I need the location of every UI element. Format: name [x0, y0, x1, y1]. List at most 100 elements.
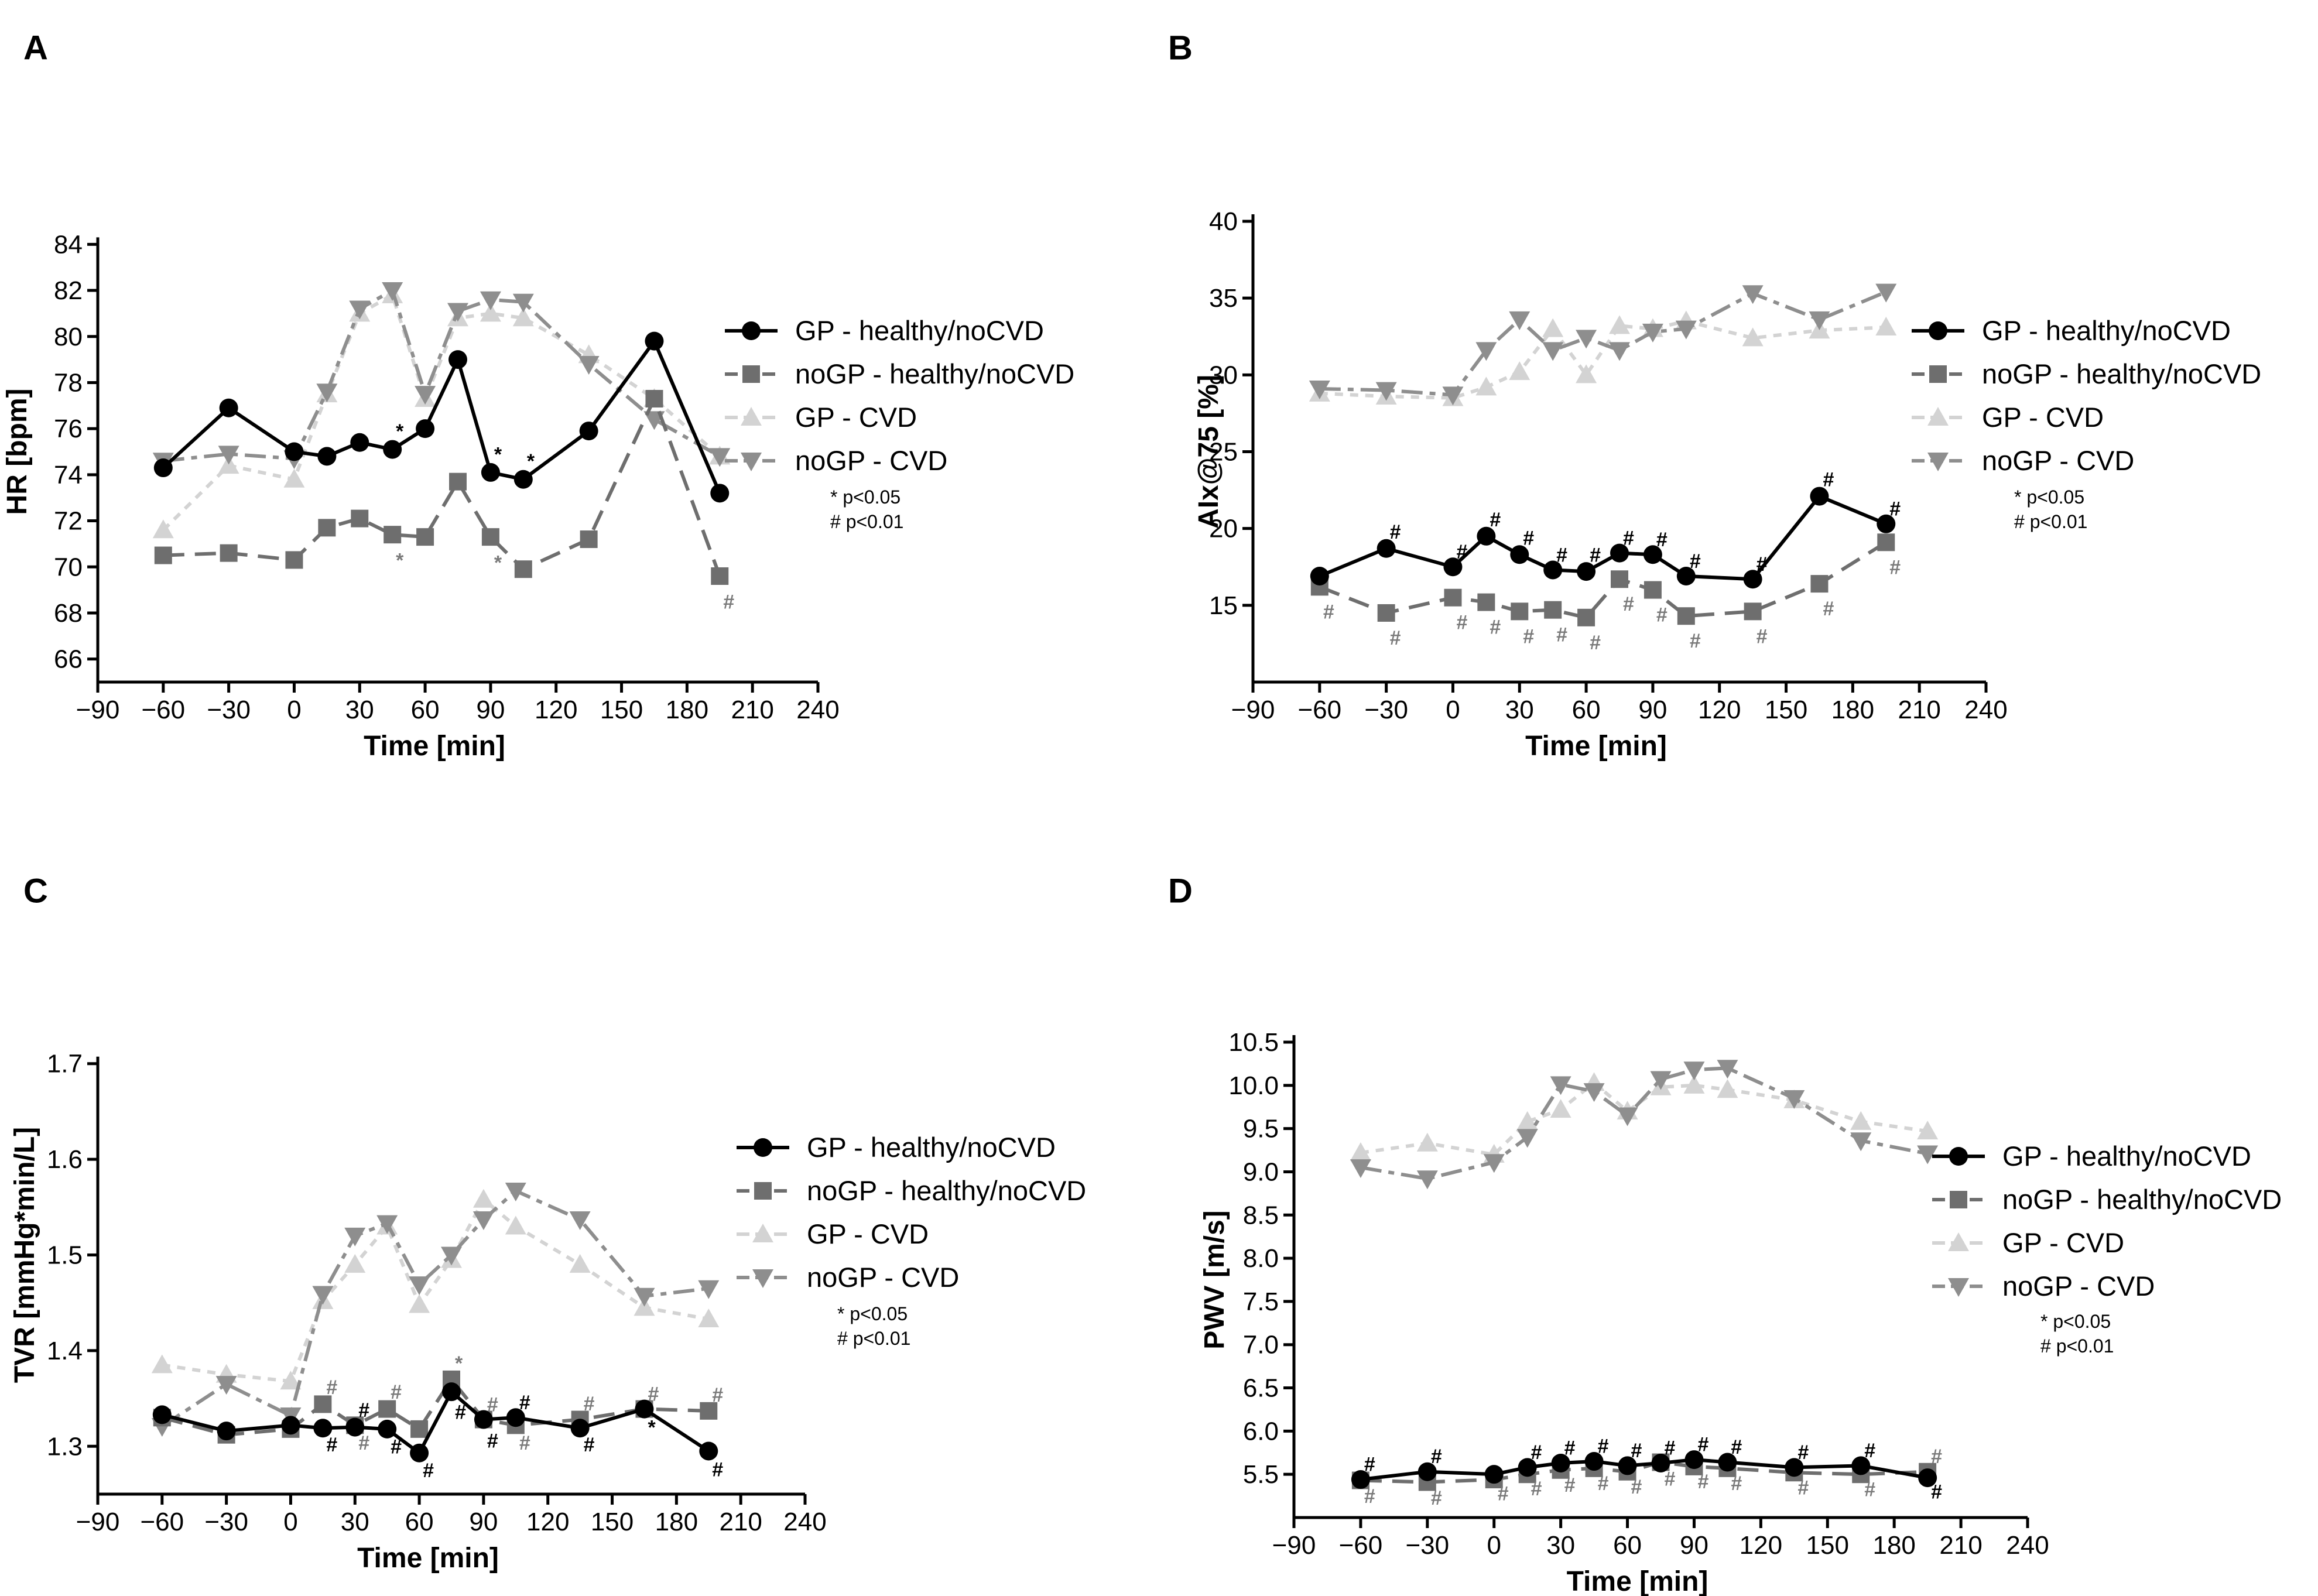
series-nogp-cvd [1350, 1060, 1939, 1190]
data-point [219, 398, 238, 417]
x-tick-label: −90 [1231, 696, 1275, 724]
x-tick-label: 60 [1613, 1531, 1642, 1560]
data-point [1609, 315, 1630, 334]
significance-marker: # [1656, 604, 1668, 626]
data-point [1509, 311, 1531, 330]
legend-label: GP - healthy/noCVD [2002, 1141, 2251, 1172]
data-point [1809, 311, 1830, 330]
panel-label: B [1168, 29, 1193, 67]
legend-marker [752, 1224, 773, 1242]
data-point [384, 526, 402, 544]
x-axis-title: Time [min] [364, 731, 505, 762]
x-tick-label: 60 [411, 696, 440, 724]
x-tick-label: 150 [600, 696, 643, 724]
legend-label: GP - CVD [807, 1218, 929, 1249]
y-tick-label: 10.0 [1228, 1071, 1279, 1100]
legend-item: GP - CVD [1932, 1227, 2124, 1258]
y-tick-label: 78 [54, 368, 83, 397]
legend-label: noGP - CVD [795, 445, 947, 476]
y-tick-label: 84 [54, 230, 83, 259]
x-tick-label: 30 [341, 1508, 369, 1536]
significance-marker: # [519, 1432, 530, 1454]
legend-label: noGP - CVD [1982, 445, 2134, 476]
y-tick-label: 35 [1209, 284, 1238, 313]
x-tick-label: 90 [1680, 1531, 1708, 1560]
data-point [514, 560, 532, 578]
data-point [579, 422, 598, 441]
data-point [698, 1280, 720, 1299]
x-tick-label: −90 [1272, 1531, 1316, 1560]
x-tick-label: 0 [283, 1508, 297, 1536]
data-point [1416, 1132, 1438, 1152]
legend-item: GP - healthy/noCVD [737, 1132, 1056, 1163]
data-point [1718, 1453, 1737, 1472]
significance-marker: # [1590, 544, 1601, 566]
legend-item: noGP - CVD [1912, 445, 2134, 476]
data-point [1783, 1090, 1805, 1109]
data-point [1475, 376, 1497, 396]
y-tick-label: 9.5 [1243, 1115, 1279, 1143]
x-tick-label: 0 [287, 696, 301, 724]
data-point [1877, 514, 1896, 533]
y-tick-label: 1.4 [47, 1337, 83, 1365]
x-tick-label: 210 [1898, 696, 1940, 724]
data-point [447, 303, 468, 322]
legend-label: GP - CVD [2002, 1227, 2124, 1258]
legend-label: GP - healthy/noCVD [795, 315, 1044, 346]
significance-marker: # [1823, 469, 1834, 491]
legend-item: GP - CVD [1912, 402, 2104, 433]
legend-label: noGP - healthy/noCVD [807, 1175, 1086, 1206]
significance-marker: # [326, 1376, 337, 1399]
significance-marker: # [1456, 612, 1467, 634]
data-point [480, 291, 501, 310]
x-tick-label: 210 [719, 1508, 762, 1536]
data-point [513, 470, 533, 489]
data-point [1684, 1450, 1704, 1470]
y-tick-label: 8.5 [1243, 1201, 1279, 1229]
significance-marker: # [1490, 617, 1501, 639]
x-tick-label: 120 [1740, 1531, 1782, 1560]
data-point [1683, 1061, 1705, 1081]
data-point [416, 419, 435, 439]
data-point [1609, 342, 1630, 361]
significance-marker: # [391, 1381, 402, 1403]
significance-marker: # [1390, 627, 1401, 649]
data-point [378, 1400, 396, 1418]
data-point [569, 1211, 591, 1231]
significance-marker: # [1757, 625, 1768, 648]
p-value-note: * p<0.05 [830, 487, 901, 508]
y-axis-title: TVR [mmHg*min/L] [9, 1127, 40, 1383]
significance-marker: * [396, 549, 404, 571]
data-point [699, 1441, 718, 1461]
legend-item: noGP - CVD [725, 445, 947, 476]
legend-marker [1929, 365, 1947, 383]
data-point [1583, 1083, 1605, 1102]
data-point [1442, 386, 1464, 406]
y-tick-label: 40 [1209, 207, 1238, 236]
data-point [1309, 380, 1330, 399]
data-point [512, 307, 534, 327]
data-point [645, 389, 663, 407]
x-tick-label: 180 [655, 1508, 698, 1536]
x-tick-label: 30 [345, 696, 374, 724]
data-point [220, 544, 238, 562]
data-point [153, 458, 173, 478]
significance-marker: # [423, 1460, 434, 1482]
legend-marker [752, 1269, 773, 1288]
series-line [1319, 290, 1887, 397]
panel-d: D −90 −60 −30 0 30 60 90 120 150 180 210 240 5.5 6.0 6.… [1168, 872, 2282, 1596]
data-point [1577, 608, 1595, 626]
data-point [416, 528, 434, 546]
legend-label: noGP - healthy/noCVD [2002, 1184, 2282, 1215]
x-tick-label: −60 [1339, 1531, 1383, 1560]
data-point [1516, 1111, 1538, 1130]
y-tick-label: 82 [54, 276, 83, 305]
series-line [162, 1390, 710, 1455]
series-line [1360, 1066, 1928, 1181]
data-point [1810, 487, 1829, 506]
data-point [383, 440, 402, 459]
y-tick-label: 5.5 [1243, 1460, 1279, 1489]
data-point [280, 1371, 302, 1390]
p-value-note: # p<0.01 [2014, 511, 2087, 532]
significance-marker: # [1523, 625, 1534, 648]
